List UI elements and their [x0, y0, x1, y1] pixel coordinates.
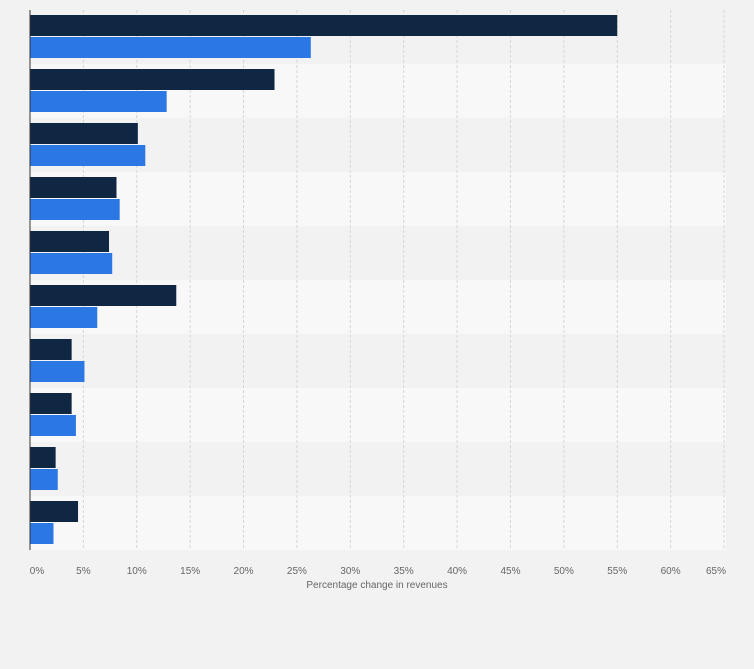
bar-series-1[interactable] — [30, 69, 275, 90]
x-tick-label: 55% — [607, 566, 627, 577]
x-tick-label: 60% — [661, 566, 681, 577]
x-axis-title: Percentage change in revenues — [306, 580, 447, 591]
row-band — [30, 496, 726, 550]
bar-series-1[interactable] — [30, 339, 72, 360]
x-tick-label: 0% — [30, 566, 45, 577]
bars — [30, 15, 618, 544]
row-bands — [30, 10, 726, 550]
bar-series-2[interactable] — [30, 199, 120, 220]
bar-series-2[interactable] — [30, 469, 58, 490]
row-band — [30, 442, 726, 496]
bar-series-1[interactable] — [30, 15, 618, 36]
x-tick-label: 40% — [447, 566, 467, 577]
bar-series-2[interactable] — [30, 253, 113, 274]
x-tick-label: 10% — [127, 566, 147, 577]
x-tick-label: 45% — [500, 566, 520, 577]
x-tick-label: 50% — [554, 566, 574, 577]
row-band — [30, 118, 726, 172]
bar-series-2[interactable] — [30, 523, 54, 544]
bar-series-2[interactable] — [30, 361, 85, 382]
row-band — [30, 388, 726, 442]
bar-series-2[interactable] — [30, 145, 146, 166]
bar-series-2[interactable] — [30, 91, 167, 112]
row-band — [30, 172, 726, 226]
bar-series-1[interactable] — [30, 501, 79, 522]
x-tick-label: 15% — [180, 566, 200, 577]
x-tick-label: 20% — [234, 566, 254, 577]
bar-series-2[interactable] — [30, 307, 98, 328]
bar-series-1[interactable] — [30, 177, 117, 198]
bar-series-1[interactable] — [30, 231, 110, 252]
x-tick-label: 30% — [340, 566, 360, 577]
x-tick-labels: 0% 5% 10% 15% 20% 25% 30% 35% 40% 45% 50% 55% 60% 65% — [30, 566, 726, 577]
bar-series-2[interactable] — [30, 415, 76, 436]
bar-series-2[interactable] — [30, 37, 311, 58]
x-tick-label: 65% — [706, 566, 726, 577]
bar-series-1[interactable] — [30, 393, 72, 414]
bar-series-1[interactable] — [30, 447, 56, 468]
x-tick-label: 25% — [287, 566, 307, 577]
bar-series-1[interactable] — [30, 123, 138, 144]
x-tick-label: 5% — [76, 566, 91, 577]
row-band — [30, 226, 726, 280]
x-tick-label: 35% — [394, 566, 414, 577]
bar-series-1[interactable] — [30, 285, 177, 306]
row-band — [30, 334, 726, 388]
